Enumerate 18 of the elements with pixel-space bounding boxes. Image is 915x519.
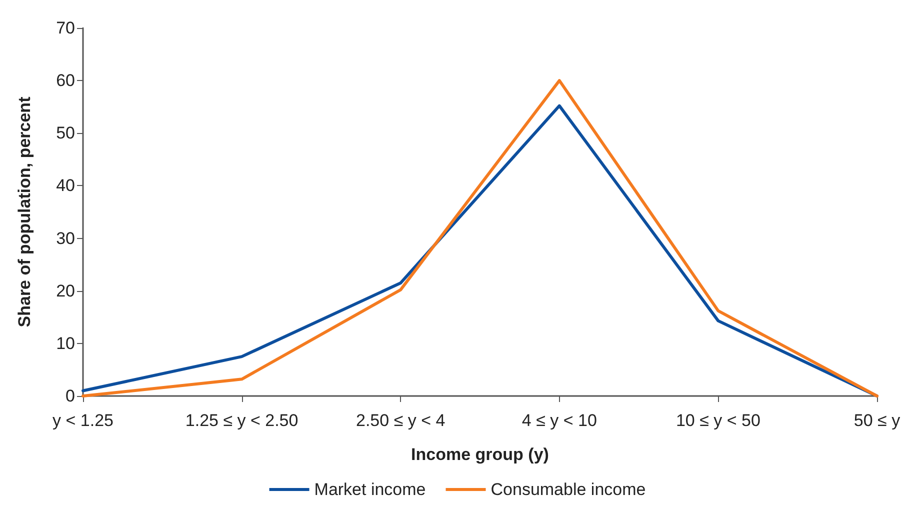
x-axis-title: Income group (y) — [411, 445, 549, 464]
y-tick-label: 50 — [56, 124, 75, 143]
x-tick-label: y < 1.25 — [52, 411, 114, 430]
y-tick-label: 40 — [56, 176, 75, 196]
y-tick-label: 10 — [56, 334, 75, 353]
x-tick-label: 2.50 ≤ y < 4 — [356, 411, 446, 430]
x-tick-label: 10 ≤ y < 50 — [676, 411, 760, 430]
y-tick-label: 30 — [56, 228, 75, 248]
y-tick-label: 0 — [66, 386, 75, 406]
x-tick-label: 50 ≤ y — [854, 411, 901, 430]
legend-label: Market income — [314, 480, 426, 499]
y-tick-label: 70 — [56, 18, 75, 38]
y-tick-label: 60 — [56, 71, 75, 90]
x-tick-label: 4 ≤ y < 10 — [522, 411, 597, 430]
y-axis-title: Share of population, percent — [15, 96, 34, 328]
x-tick-label: 1.25 ≤ y < 2.50 — [185, 411, 298, 430]
legend-label: Consumable income — [490, 480, 646, 499]
y-tick-label: 20 — [56, 281, 75, 300]
